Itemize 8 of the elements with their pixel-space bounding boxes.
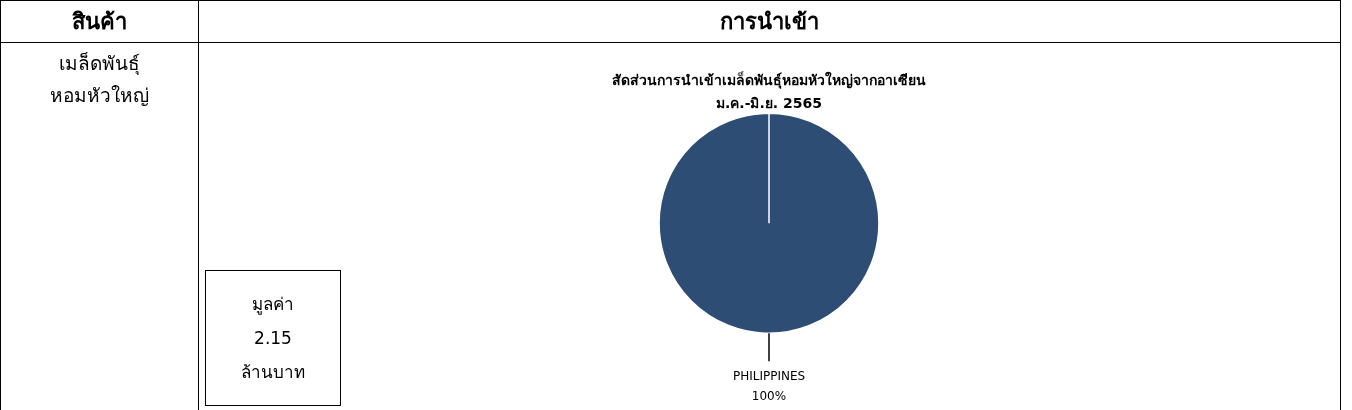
text: การนำเข้า [198, 0, 1341, 43]
chart-subtitle: ม.ค.-มิ.ย. 2565 [716, 94, 822, 111]
text: มูลค่า 2.15 ล้านบาท [205, 270, 341, 406]
text: สินค้า [0, 0, 199, 43]
data-label: 100% [751, 389, 787, 404]
slice-label: PHILIPPINES [732, 369, 806, 384]
text: เมล็ดพันธุ์ หอมหัวใหญ่ [0, 42, 199, 410]
chart-title: สัดส่วนการนำเข้าเมล็ดพันธุ์หอมหัวใหญ่จากอาเซียน [612, 71, 926, 90]
